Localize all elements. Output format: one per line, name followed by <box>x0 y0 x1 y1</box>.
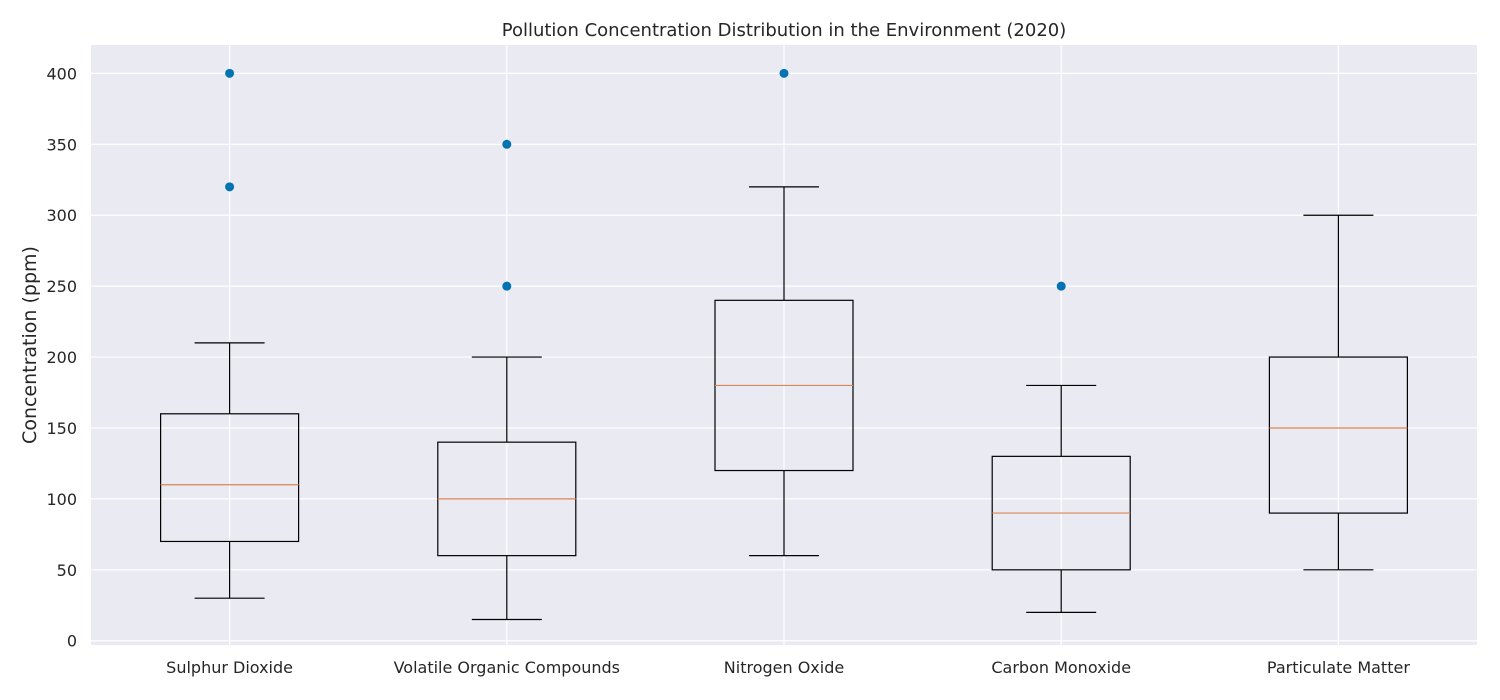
outlier-point <box>225 68 235 78</box>
box-group <box>1268 214 1409 571</box>
y-tick-label: 50 <box>57 561 77 580</box>
y-tick-label: 350 <box>46 135 77 154</box>
outlier-point <box>502 139 512 149</box>
y-tick-label: 100 <box>46 490 77 509</box>
box-group <box>437 139 577 621</box>
box-group <box>714 68 854 557</box>
iqr-box <box>160 413 300 543</box>
axis-ticks: 0 50 100 150 200 250 300 350 400 Sulphur Dioxide V… <box>46 64 1410 677</box>
outlier-point <box>225 182 235 192</box>
x-tick-label: Nitrogen Oxide <box>724 658 844 677</box>
iqr-box <box>1268 356 1409 514</box>
outlier-point <box>502 281 512 291</box>
x-tick-label: Carbon Monoxide <box>991 658 1131 677</box>
x-tick-label: Sulphur Dioxide <box>166 658 293 677</box>
box-group <box>991 281 1131 613</box>
y-tick-label: 250 <box>46 277 77 296</box>
y-tick-label: 300 <box>46 206 77 225</box>
x-tick-label: Volatile Organic Compounds <box>394 658 620 677</box>
y-tick-label: 400 <box>46 64 77 83</box>
box-plot-marks <box>160 68 1409 621</box>
chart-title: Pollution Concentration Distribution in … <box>502 20 1067 41</box>
y-tick-label: 0 <box>67 632 77 651</box>
x-tick-label: Particulate Matter <box>1267 658 1410 677</box>
outlier-point <box>1056 281 1066 291</box>
outlier-point <box>779 68 789 78</box>
y-tick-label: 150 <box>46 419 77 438</box>
y-tick-label: 200 <box>46 348 77 367</box>
box-group <box>160 68 300 599</box>
y-axis-label: Concentration (ppm) <box>19 246 41 444</box>
